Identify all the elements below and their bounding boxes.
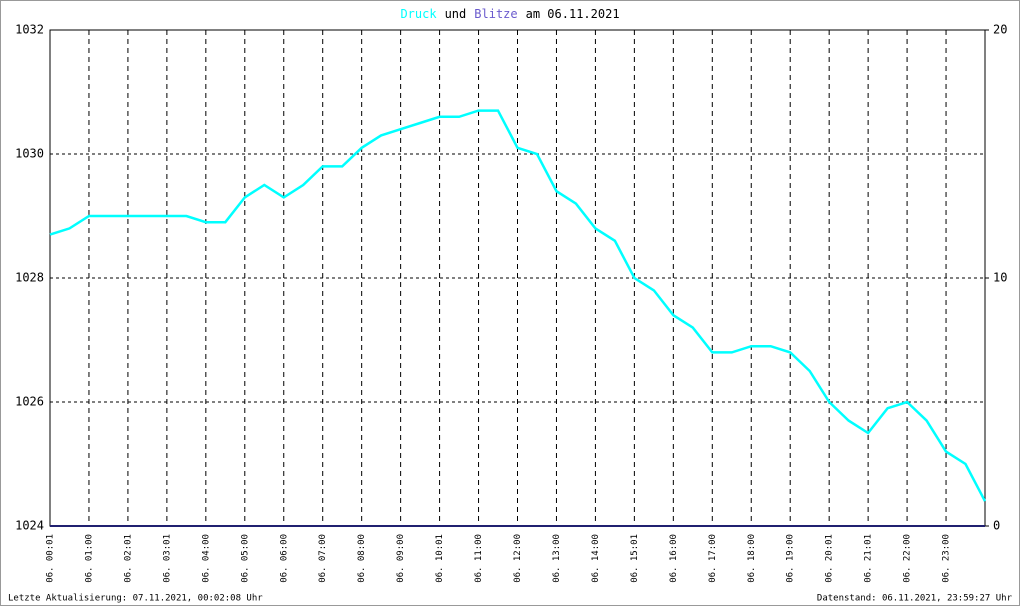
x-tick-label: 06. 04:00 — [201, 534, 211, 583]
title-part: Blitze — [474, 7, 517, 21]
title-part: am 06.11.2021 — [526, 7, 620, 21]
x-tick-label: 06. 06:00 — [279, 534, 289, 583]
x-tick-label: 06. 10:01 — [435, 534, 445, 583]
x-tick-label: 06. 02:01 — [123, 534, 133, 583]
y-tick-label: 1030 — [15, 147, 44, 161]
y-tick-label: 1026 — [15, 395, 44, 409]
chart-title: Druck und Blitze am 06.11.2021 — [400, 7, 619, 21]
x-tick-label: 06. 05:00 — [240, 534, 250, 583]
x-tick-label: 06. 14:00 — [591, 534, 601, 583]
y2-tick-label: 0 — [993, 519, 1000, 533]
x-tick-label: 06. 01:00 — [84, 534, 94, 583]
x-tick-label: 06. 23:00 — [942, 534, 952, 583]
x-tick-label: 06. 19:00 — [786, 534, 796, 583]
x-tick-label: 06. 00:01 — [46, 534, 56, 583]
x-tick-label: 06. 17:00 — [708, 534, 718, 583]
y-tick-label: 1032 — [15, 23, 44, 37]
x-tick-label: 06. 22:00 — [903, 534, 913, 583]
x-tick-label: 06. 07:00 — [318, 534, 328, 583]
y-tick-label: 1028 — [15, 271, 44, 285]
x-tick-label: 06. 03:01 — [162, 534, 172, 583]
footer-right: Datenstand: 06.11.2021, 23:59:27 Uhr — [817, 594, 1013, 604]
x-tick-label: 06. 18:00 — [747, 534, 757, 583]
x-tick-label: 06. 13:00 — [552, 534, 562, 583]
x-tick-label: 06. 16:00 — [669, 534, 679, 583]
title-part: Druck — [400, 7, 437, 21]
x-tick-label: 06. 09:00 — [396, 534, 406, 583]
series-line — [49, 109, 987, 502]
x-tick-label: 06. 21:01 — [864, 534, 874, 583]
x-tick-label: 06. 11:00 — [474, 534, 484, 583]
x-tick-label: 06. 20:01 — [825, 534, 835, 583]
title-part: und — [445, 7, 467, 21]
x-tick-label: 06. 12:00 — [513, 534, 523, 583]
y-tick-label: 1024 — [15, 519, 44, 533]
y2-tick-label: 10 — [993, 271, 1007, 285]
y2-tick-label: 20 — [993, 23, 1007, 37]
x-tick-label: 06. 08:00 — [357, 534, 367, 583]
footer-left: Letzte Aktualisierung: 07.11.2021, 00:02… — [8, 594, 263, 604]
x-tick-label: 06. 15:01 — [630, 534, 640, 583]
